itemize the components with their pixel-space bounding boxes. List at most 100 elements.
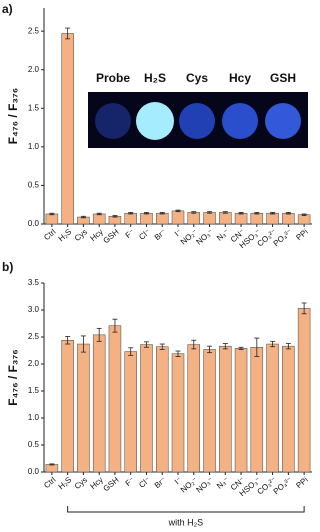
- error-bar: [128, 212, 134, 215]
- error-bar: [65, 336, 71, 345]
- error-bar: [301, 213, 307, 216]
- x-tick-label: Cl⁻: [137, 475, 152, 489]
- bar: [282, 345, 295, 473]
- x-tick-label: PPi: [294, 227, 309, 242]
- error-bar: [112, 215, 118, 218]
- bar: [219, 212, 232, 225]
- bar: [250, 347, 264, 473]
- x-tick-label: Br⁻: [153, 227, 168, 242]
- inset-photo: [88, 92, 308, 148]
- error-bar: [238, 346, 244, 350]
- bar: [155, 212, 169, 225]
- error-bar: [80, 335, 86, 353]
- inset-label: GSH: [270, 71, 296, 85]
- x-tick-label: Br⁻: [153, 475, 168, 490]
- bar: [108, 325, 122, 473]
- bar: [266, 343, 279, 473]
- bar: [297, 214, 311, 225]
- bar: [140, 344, 153, 473]
- bar: [171, 210, 185, 225]
- error-bar: [159, 212, 165, 215]
- x-tick-label: PPi: [294, 475, 309, 490]
- error-bar: [191, 339, 197, 350]
- y-axis-label: F₄₇₆ / F₃₇₆: [6, 349, 20, 405]
- error-bar: [301, 302, 307, 315]
- error-bar: [285, 212, 291, 215]
- error-bar: [49, 463, 55, 466]
- y-tick-label: 2.0: [28, 65, 40, 74]
- x-tick-label: Cl⁻: [137, 227, 152, 241]
- bar: [155, 346, 169, 473]
- x-tick-label: GSH: [102, 475, 121, 493]
- y-tick-label: 0.0: [28, 467, 40, 476]
- annotation: with H₂S: [168, 517, 204, 527]
- x-tick-label: N₃⁻: [215, 475, 231, 490]
- error-bar: [207, 345, 213, 354]
- bar: [187, 344, 201, 473]
- error-bar: [159, 343, 165, 350]
- error-bar: [285, 343, 291, 350]
- y-tick-label: 1.0: [28, 413, 40, 422]
- x-tick-label: N₃⁻: [215, 227, 231, 242]
- bar: [219, 345, 232, 473]
- error-bar: [112, 318, 118, 333]
- y-tick-label: 2.0: [28, 359, 40, 368]
- bar: [92, 334, 106, 473]
- error-bar: [143, 341, 149, 348]
- y-tick-label: 2.5: [28, 26, 40, 35]
- error-bar: [96, 212, 102, 216]
- error-bar: [222, 211, 228, 214]
- vial-gsh: [265, 103, 301, 139]
- error-bar: [254, 212, 260, 215]
- panel-label: a): [2, 2, 13, 16]
- bar: [282, 212, 295, 225]
- panel-label: b): [2, 260, 13, 274]
- bar: [187, 212, 201, 225]
- bar: [140, 212, 153, 225]
- bar: [45, 464, 59, 473]
- inset-label: Probe: [96, 71, 130, 85]
- bar: [124, 351, 137, 473]
- x-tick-label: I⁻: [173, 227, 184, 238]
- error-bar: [207, 211, 213, 214]
- x-tick-label: F⁻: [124, 475, 137, 488]
- bar: [77, 343, 90, 473]
- error-bar: [175, 350, 181, 357]
- vial-probe: [95, 103, 131, 139]
- inset-label: Hcy: [229, 71, 251, 85]
- inset-label: H₂S: [144, 71, 166, 85]
- bar: [61, 339, 74, 473]
- bar: [234, 348, 248, 473]
- bar: [234, 212, 248, 225]
- bar: [203, 349, 216, 473]
- error-bar: [254, 337, 260, 357]
- error-bar: [49, 212, 55, 216]
- bar: [297, 308, 311, 473]
- vial-cys: [179, 103, 215, 139]
- bar: [171, 353, 185, 473]
- error-bar: [143, 212, 149, 215]
- y-tick-label: 0.0: [28, 219, 40, 228]
- error-bar: [222, 343, 228, 350]
- y-axis-label: F₄₇₆ / F₃₇₆: [6, 88, 20, 144]
- x-tick-label: H₂S: [57, 227, 74, 243]
- vial-h2s: [136, 102, 174, 140]
- bar: [266, 212, 279, 225]
- error-bar: [270, 340, 276, 348]
- x-tick-label: H₂S: [57, 475, 74, 491]
- x-tick-label: NO₃⁻: [194, 227, 215, 246]
- y-tick-label: 0.5: [28, 181, 40, 190]
- bar: [250, 212, 264, 225]
- x-tick-label: Ctrl: [42, 475, 57, 490]
- x-tick-label: Cys: [73, 475, 89, 491]
- bar: [124, 212, 137, 225]
- bar: [45, 213, 59, 225]
- error-bar: [65, 27, 71, 40]
- x-tick-label: Cys: [73, 227, 89, 243]
- bar: [203, 212, 216, 225]
- y-tick-label: 3.0: [28, 305, 40, 314]
- bar: [61, 33, 74, 225]
- y-tick-label: 1.5: [28, 386, 40, 395]
- error-bar: [191, 211, 197, 214]
